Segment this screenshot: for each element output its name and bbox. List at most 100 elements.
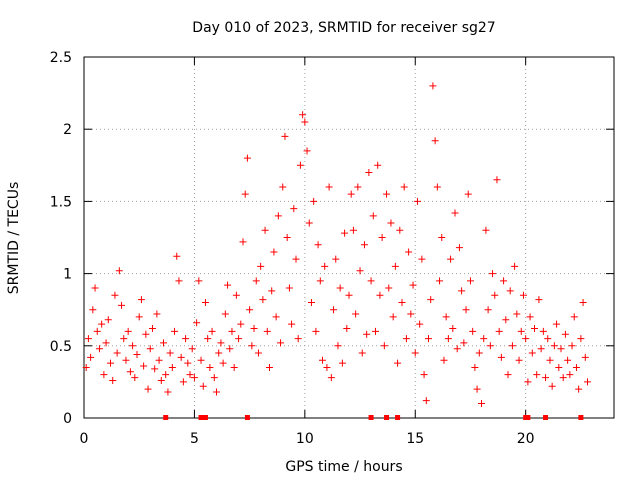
data-point	[343, 324, 351, 332]
zero-marker	[384, 415, 390, 420]
data-point	[385, 284, 393, 292]
data-point	[356, 267, 364, 275]
data-point	[345, 291, 353, 299]
data-point	[449, 324, 457, 332]
data-point	[217, 339, 225, 347]
data-point	[208, 327, 216, 335]
data-points	[82, 82, 591, 420]
data-point	[420, 371, 428, 379]
data-point	[458, 287, 466, 295]
grid	[84, 57, 614, 418]
data-point	[89, 306, 97, 314]
x-axis-label: GPS time / hours	[285, 459, 402, 475]
data-point	[475, 349, 483, 357]
data-point	[87, 353, 95, 361]
data-point	[162, 371, 170, 379]
data-point	[252, 277, 260, 285]
data-point	[363, 330, 371, 338]
data-point	[175, 277, 183, 285]
data-point	[504, 371, 512, 379]
data-point	[144, 385, 152, 393]
data-point	[425, 335, 432, 343]
data-point	[248, 342, 256, 350]
data-point	[519, 291, 527, 299]
data-point	[369, 212, 377, 220]
data-point	[111, 291, 119, 299]
data-point	[142, 330, 150, 338]
data-point	[544, 335, 552, 343]
data-point	[299, 111, 307, 119]
data-point	[429, 82, 437, 90]
data-point	[303, 147, 311, 155]
data-point	[288, 320, 296, 328]
data-point	[148, 324, 156, 332]
data-point	[261, 226, 269, 234]
data-point	[95, 345, 103, 353]
data-point	[312, 327, 320, 335]
data-point	[93, 327, 101, 335]
data-point	[316, 277, 324, 285]
data-point	[535, 296, 543, 304]
data-point	[378, 234, 386, 241]
data-point	[440, 356, 448, 364]
data-point	[409, 281, 417, 289]
data-point	[405, 248, 413, 256]
data-point	[497, 353, 505, 361]
data-point	[480, 335, 488, 343]
data-point	[517, 327, 525, 335]
data-point	[557, 345, 565, 353]
data-point	[323, 363, 331, 371]
data-point	[564, 356, 572, 364]
data-point	[511, 262, 519, 270]
data-point	[360, 241, 368, 249]
data-point	[400, 183, 408, 191]
data-point	[354, 183, 362, 191]
data-point	[179, 378, 187, 386]
data-point	[462, 306, 470, 314]
data-point	[307, 298, 315, 306]
data-point	[568, 342, 576, 350]
chart-title: Day 010 of 2023, SRMTID for receiver sg2…	[192, 20, 495, 36]
data-point	[542, 374, 550, 382]
data-point	[277, 339, 285, 347]
data-point	[133, 350, 141, 358]
zero-marker	[525, 415, 531, 420]
data-point	[102, 339, 110, 347]
data-point	[146, 345, 154, 353]
data-point	[478, 400, 485, 408]
data-point	[577, 335, 585, 343]
data-point	[561, 330, 569, 338]
data-point	[460, 339, 468, 347]
data-point	[464, 190, 472, 198]
data-point	[321, 262, 329, 270]
x-tick-label: 10	[296, 431, 314, 447]
zero-marker	[163, 415, 169, 420]
data-point	[107, 359, 114, 367]
data-point	[109, 376, 117, 384]
data-point	[168, 363, 176, 371]
data-point	[374, 161, 382, 169]
data-point	[239, 238, 247, 246]
data-point	[166, 349, 174, 357]
data-point	[469, 327, 477, 335]
data-point	[301, 118, 309, 126]
data-point	[279, 183, 287, 191]
data-point	[140, 362, 148, 370]
data-point	[526, 313, 534, 321]
data-point	[581, 353, 589, 361]
data-point	[416, 320, 424, 328]
data-point	[453, 345, 461, 353]
data-point	[296, 161, 304, 169]
data-point	[319, 356, 326, 364]
data-point	[310, 197, 318, 205]
data-point	[559, 374, 567, 382]
zero-marker	[368, 415, 374, 420]
data-point	[528, 349, 536, 357]
data-point	[171, 327, 179, 335]
data-point	[201, 298, 209, 306]
data-point	[235, 335, 243, 343]
data-point	[444, 335, 452, 343]
zero-marker	[202, 415, 208, 420]
data-point	[281, 132, 289, 140]
data-point	[314, 241, 322, 249]
